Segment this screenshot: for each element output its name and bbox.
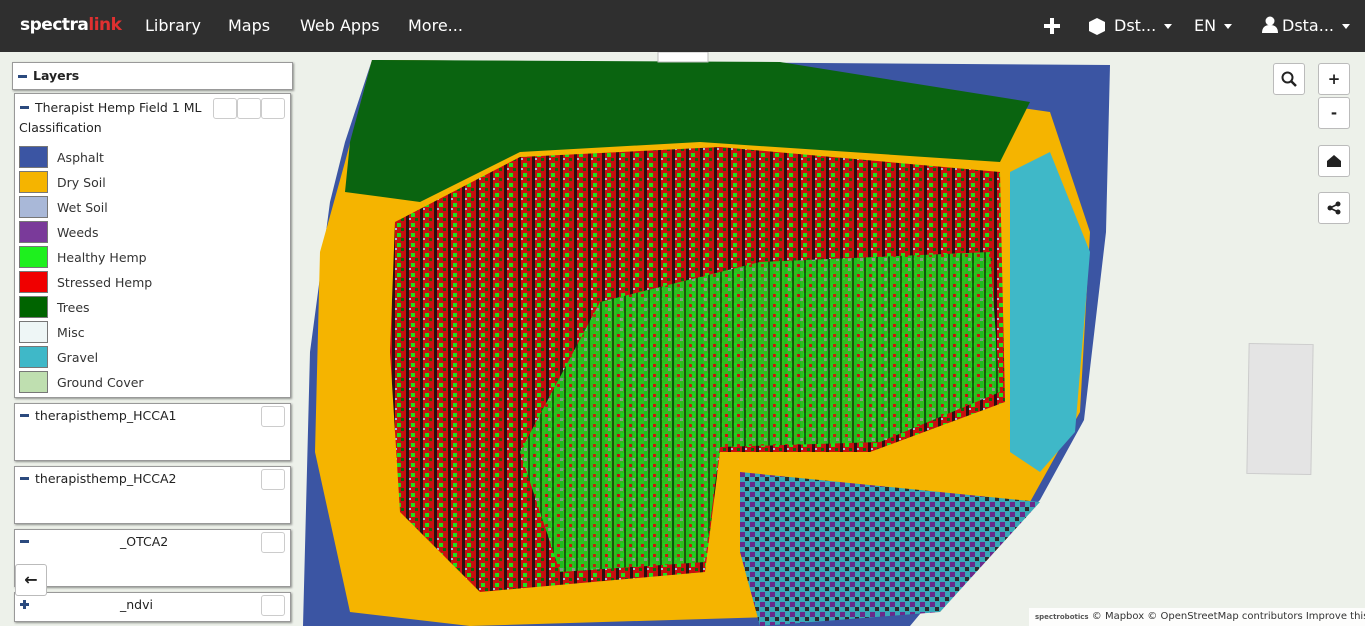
collapse-icon[interactable]	[20, 414, 29, 417]
user-name: Dsta...	[1282, 16, 1334, 35]
caret	[1224, 24, 1233, 29]
legend-label: Asphalt	[57, 150, 104, 165]
share-button[interactable]	[1318, 192, 1350, 224]
caret	[1164, 24, 1173, 29]
legend-label: Ground Cover	[57, 375, 144, 390]
legend-item: Healthy Hemp	[19, 246, 289, 270]
lang-menu[interactable]: EN	[1194, 16, 1233, 35]
org-menu[interactable]: Dst...	[1114, 16, 1173, 35]
visibility-button[interactable]	[261, 532, 285, 553]
caret	[1342, 24, 1350, 29]
collapse-tab[interactable]	[657, 52, 709, 63]
logo-text: spectra	[20, 15, 89, 35]
layer-card: therapisthemp_HCCA1	[14, 403, 291, 461]
legend-label: Healthy Hemp	[57, 250, 147, 265]
menu-item[interactable]: More...	[408, 16, 463, 35]
collapse-icon	[18, 75, 27, 78]
layer-card: Therapist Hemp Field 1 ML Classification…	[14, 93, 291, 398]
visibility-button[interactable]	[261, 406, 285, 427]
collapse-icon[interactable]	[20, 106, 29, 109]
legend-label: Gravel	[57, 350, 99, 365]
legend-swatch	[19, 346, 48, 368]
edit-button[interactable]	[213, 98, 237, 119]
layers-header[interactable]: Layers	[12, 62, 293, 90]
home-button[interactable]	[1318, 145, 1350, 177]
legend-swatch	[19, 171, 48, 193]
legend-item: Ground Cover	[19, 371, 289, 395]
legend-label: Misc	[57, 325, 85, 340]
legend-item: Wet Soil	[19, 196, 289, 220]
add-button[interactable]	[237, 98, 261, 119]
legend-swatch	[19, 246, 48, 268]
visibility-button[interactable]	[261, 469, 285, 490]
map[interactable]	[0, 52, 1365, 626]
navbar: spectralink Library Maps Web Apps More..…	[0, 0, 1365, 52]
legend-item: Stressed Hemp	[19, 271, 289, 295]
menu-item[interactable]: Maps	[228, 16, 271, 35]
legend-swatch	[19, 321, 48, 343]
search-icon	[1281, 71, 1297, 87]
layer-name: _ndvi	[120, 597, 153, 612]
layer-subtitle: Classification	[19, 120, 102, 135]
layer-card: therapisthemp_HCCA2	[14, 466, 291, 524]
user-menu[interactable]: Dsta...	[1282, 16, 1350, 35]
share-icon	[1327, 201, 1341, 215]
legend-item: Weeds	[19, 221, 289, 245]
layer-card: _ndvi	[14, 592, 291, 622]
zoom-in[interactable]: +	[1318, 63, 1350, 95]
org-name: Dst...	[1114, 16, 1157, 35]
menu-item[interactable]: Library	[145, 16, 201, 35]
layer-name: Therapist Hemp Field 1 ML	[35, 100, 202, 115]
legend-item: Asphalt	[19, 146, 289, 170]
legend-label: Wet Soil	[57, 200, 108, 215]
legend-swatch	[19, 371, 48, 393]
search-button[interactable]	[1273, 63, 1305, 95]
attribution-logo: spectrobotics	[1035, 613, 1089, 621]
legend-swatch	[19, 196, 48, 218]
collapse-icon[interactable]	[20, 477, 29, 480]
field-weeds	[740, 472, 1040, 626]
attribution-text: © Mapbox © OpenStreetMap contributors	[1091, 611, 1303, 622]
legend-swatch	[19, 296, 48, 318]
collapse-icon[interactable]	[20, 540, 29, 543]
field-trees	[345, 60, 1030, 202]
user-icon	[1262, 16, 1278, 33]
visibility-button[interactable]	[261, 595, 285, 616]
legend-label: Dry Soil	[57, 175, 106, 190]
legend-swatch	[19, 146, 48, 168]
logo[interactable]: spectralink	[20, 15, 122, 35]
home-icon	[1327, 155, 1341, 167]
layer-name: therapisthemp_HCCA1	[35, 408, 177, 423]
add-icon[interactable]	[1044, 18, 1060, 34]
legend-label: Stressed Hemp	[57, 275, 153, 290]
lang-name: EN	[1194, 16, 1217, 35]
expand-icon	[23, 600, 26, 609]
legend-swatch	[19, 221, 48, 243]
attribution: spectrobotics © Mapbox © OpenStreetMap c…	[1029, 608, 1365, 626]
layer-name: _OTCA2	[120, 534, 169, 549]
legend-item: Dry Soil	[19, 171, 289, 195]
layer-name: therapisthemp_HCCA2	[35, 471, 177, 486]
layers-title: Layers	[33, 68, 80, 83]
legend-item: Misc	[19, 321, 289, 345]
legend-label: Weeds	[57, 225, 99, 240]
field-healthy	[520, 252, 1000, 572]
attribution-link[interactable]: Improve this map	[1305, 611, 1365, 622]
menu-item[interactable]: Web Apps	[300, 16, 380, 35]
field-gravel	[1010, 152, 1090, 472]
visibility-button[interactable]	[261, 98, 285, 119]
legend-swatch	[19, 271, 48, 293]
logo-accent: link	[88, 15, 122, 35]
legend-item: Gravel	[19, 346, 289, 370]
layer-card: _OTCA2	[14, 529, 291, 587]
org-icon	[1089, 18, 1105, 35]
legend-label: Trees	[57, 300, 90, 315]
building	[1246, 342, 1314, 476]
legend-item: Trees	[19, 296, 289, 320]
back-button[interactable]: ←	[15, 564, 47, 596]
zoom-out[interactable]: -	[1318, 97, 1350, 129]
